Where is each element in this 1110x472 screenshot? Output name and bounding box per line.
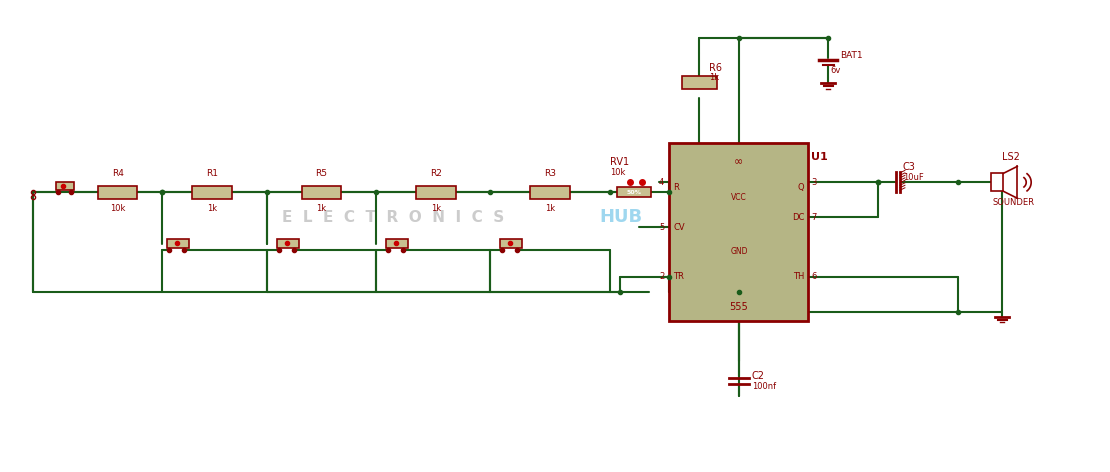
Text: 6v: 6v (830, 67, 840, 76)
Bar (531, 186, 569, 199)
Text: 4: 4 (659, 178, 665, 187)
Text: R3: R3 (544, 169, 556, 178)
Text: 10k: 10k (609, 169, 625, 177)
Bar (192, 186, 232, 199)
Bar (416, 186, 455, 199)
Text: 3: 3 (811, 178, 817, 187)
Text: GND: GND (730, 247, 748, 256)
Text: 5: 5 (659, 223, 665, 232)
Text: VCC: VCC (731, 193, 747, 202)
Bar (682, 76, 717, 89)
Text: 1k: 1k (316, 204, 326, 213)
Text: R6: R6 (709, 63, 723, 73)
Bar (669, 143, 808, 321)
Text: TH: TH (794, 272, 805, 281)
Bar (56, 182, 74, 190)
Bar (617, 187, 652, 197)
Text: ∞: ∞ (735, 158, 744, 168)
Text: 10uF: 10uF (902, 173, 924, 182)
Bar (276, 239, 299, 248)
Text: 1k: 1k (709, 74, 719, 83)
Text: C3: C3 (902, 162, 916, 172)
Text: HUB: HUB (599, 208, 643, 226)
Text: U1: U1 (811, 152, 828, 162)
Text: 2: 2 (659, 272, 665, 281)
Text: 1k: 1k (431, 204, 441, 213)
Text: Q: Q (798, 183, 805, 192)
Text: R1: R1 (206, 169, 218, 178)
Text: R5: R5 (315, 169, 327, 178)
Text: E  L  E  C  T  R  O  N  I  C  S: E L E C T R O N I C S (282, 210, 504, 225)
Bar (991, 173, 1003, 191)
Text: 555: 555 (729, 302, 748, 312)
Text: 1k: 1k (206, 204, 218, 213)
Text: R4: R4 (112, 169, 123, 178)
Text: C2: C2 (751, 371, 765, 381)
Text: BAT1: BAT1 (840, 51, 862, 59)
Bar (302, 186, 341, 199)
Text: 7: 7 (811, 212, 817, 222)
Text: LS2: LS2 (1002, 152, 1020, 162)
Bar (98, 186, 138, 199)
Bar (386, 239, 407, 248)
Text: SOUNDER: SOUNDER (992, 198, 1035, 207)
Bar (168, 239, 189, 248)
Text: R: R (674, 183, 679, 192)
Text: 1k: 1k (545, 204, 555, 213)
Text: 10k: 10k (110, 204, 125, 213)
Text: RV1: RV1 (609, 157, 628, 168)
Text: 6: 6 (811, 272, 817, 281)
Text: TR: TR (674, 272, 684, 281)
Text: 50%: 50% (626, 190, 642, 195)
Text: R2: R2 (430, 169, 442, 178)
Text: DC: DC (793, 212, 805, 222)
Text: 100nf: 100nf (751, 381, 776, 391)
Bar (501, 239, 522, 248)
Text: CV: CV (674, 223, 685, 232)
